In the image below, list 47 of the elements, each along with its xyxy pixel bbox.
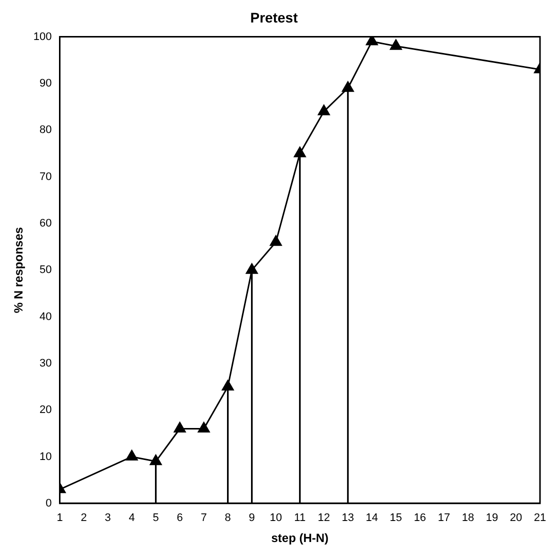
point <box>366 36 378 46</box>
x-tick-label: 4 <box>128 512 135 524</box>
x-tick-label: 10 <box>270 512 282 524</box>
x-tick-label: 18 <box>462 512 474 524</box>
x-tick-label: 21 <box>534 512 546 524</box>
point <box>318 104 330 116</box>
x-tick-label: 17 <box>438 512 450 524</box>
x-tick-label: 20 <box>510 512 522 524</box>
x-tick-label: 8 <box>224 512 231 524</box>
chart-title: Pretest <box>250 9 298 26</box>
x-tick-label: 7 <box>200 512 207 524</box>
y-tick-label: 90 <box>40 77 52 90</box>
x-tick-label: 11 <box>294 512 306 524</box>
point <box>150 454 162 466</box>
point <box>222 380 234 390</box>
y-tick-label: 40 <box>40 310 52 323</box>
y-tick-label: 20 <box>40 404 52 416</box>
point <box>126 450 138 460</box>
y-tick-label: 100 <box>33 30 52 43</box>
point <box>390 39 402 50</box>
point <box>270 235 282 246</box>
x-tick-label: 14 <box>366 512 378 524</box>
y-tick-label: 60 <box>40 217 52 230</box>
y-tick-label: 10 <box>40 450 52 463</box>
y-tick-label: 70 <box>40 170 52 183</box>
x-tick-label: 5 <box>152 512 159 524</box>
x-tick-label: 6 <box>176 512 183 524</box>
x-tick-label: 16 <box>414 512 426 524</box>
x-axis-title: step (H-N) <box>271 531 329 546</box>
point <box>174 422 186 432</box>
y-tick-label: 50 <box>40 264 52 276</box>
x-tick-label: 19 <box>486 512 498 524</box>
point <box>294 146 306 158</box>
point <box>246 263 258 274</box>
y-axis-title: % N responses <box>12 226 26 314</box>
y-tick-label: 0 <box>46 497 52 510</box>
x-tick-label: 15 <box>390 512 402 524</box>
point <box>342 81 354 92</box>
x-tick-label: 2 <box>80 512 87 524</box>
y-tick-label: 80 <box>40 124 52 136</box>
point <box>198 422 210 432</box>
x-tick-label: 12 <box>318 512 330 524</box>
x-tick-label: 1 <box>56 512 63 524</box>
x-tick-label: 3 <box>104 512 111 524</box>
x-tick-label: 9 <box>248 512 255 524</box>
x-tick-label: 13 <box>342 512 354 524</box>
y-tick-label: 30 <box>40 357 52 370</box>
